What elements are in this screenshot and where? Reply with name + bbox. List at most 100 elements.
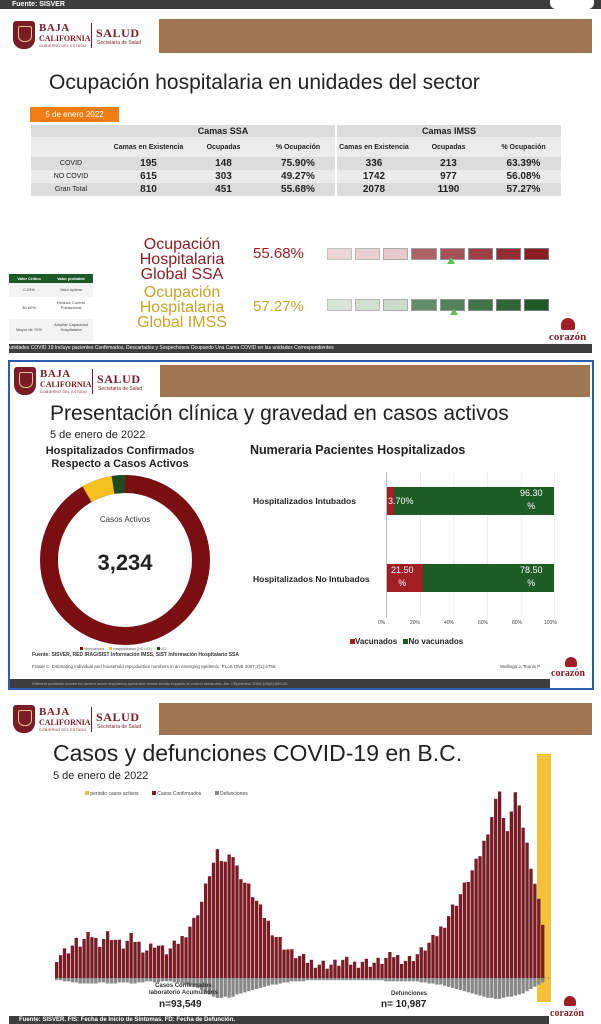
deaths-bar bbox=[176, 978, 180, 983]
deaths-bar bbox=[78, 978, 82, 984]
table-row: COVID 195 148 75.90% 336 213 63.39% bbox=[31, 157, 561, 170]
cases-bar bbox=[474, 858, 478, 978]
cases-bar bbox=[141, 952, 145, 978]
brand-california: CALIFORNIA bbox=[39, 34, 91, 43]
deaths-bar bbox=[513, 978, 517, 996]
cases-bar bbox=[294, 958, 298, 978]
deaths-bar bbox=[117, 978, 122, 983]
ssa-segment-bar bbox=[327, 248, 549, 264]
brand-gobierno: GOBIERNO DEL ESTADO bbox=[39, 44, 87, 48]
cases-bar bbox=[90, 937, 94, 978]
deaths-bar bbox=[454, 978, 459, 989]
brand-gobierno: GOBIERNO DEL ESTADO bbox=[40, 390, 88, 394]
cases-bar bbox=[270, 935, 274, 978]
bar-intubated-vaccinated bbox=[387, 487, 394, 515]
deaths-bar bbox=[450, 978, 455, 988]
cases-bar bbox=[117, 939, 122, 978]
imss-occupancy-label: Ocupación Hospitalaria Global IMSS bbox=[124, 285, 240, 331]
cases-bar bbox=[251, 897, 255, 978]
donut-legend: Ambulatorios Hospitalizados (NO UCI) UCI bbox=[80, 647, 167, 651]
table-cell: 63.39% bbox=[506, 158, 541, 169]
deaths-bar bbox=[388, 978, 392, 982]
deaths-bar bbox=[333, 978, 337, 981]
cases-bar bbox=[301, 953, 306, 978]
deaths-bar bbox=[223, 978, 227, 997]
bar-value-line: 21.50 bbox=[391, 565, 414, 575]
deaths-bar bbox=[184, 978, 188, 985]
brand-california: CALIFORNIA bbox=[40, 380, 92, 389]
brand-secretaria: Secretaría de Salud bbox=[97, 724, 142, 730]
baja-california-shield-icon bbox=[13, 21, 35, 49]
bar-value-line: % bbox=[398, 578, 407, 588]
cases-bar bbox=[403, 960, 408, 978]
deaths-bar bbox=[219, 978, 223, 998]
deaths-bar bbox=[529, 978, 533, 989]
occupancy-segment bbox=[411, 248, 437, 260]
cases-bar bbox=[388, 952, 392, 978]
deaths-bar bbox=[301, 978, 306, 982]
cases-bar bbox=[360, 961, 365, 978]
cases-bar bbox=[227, 854, 231, 978]
donut-title-line: Respecto a Casos Activos bbox=[51, 458, 189, 470]
deaths-bar bbox=[313, 978, 318, 981]
occupancy-segment bbox=[523, 248, 549, 260]
cases-bar bbox=[509, 811, 514, 978]
deaths-bar bbox=[427, 978, 431, 984]
cases-bar bbox=[231, 857, 235, 978]
cases-bar bbox=[372, 962, 376, 978]
deaths-bar bbox=[396, 978, 400, 982]
cases-bar bbox=[384, 957, 388, 978]
cases-bar bbox=[497, 791, 502, 978]
deaths-bar bbox=[266, 978, 270, 986]
cases-bar bbox=[407, 955, 412, 978]
active-period-band bbox=[537, 754, 551, 1002]
deaths-bar bbox=[466, 978, 470, 993]
cases-bar bbox=[490, 817, 494, 978]
table-cell: 55.68% bbox=[281, 184, 315, 195]
cases-bar bbox=[501, 818, 506, 978]
brand-salud: SALUD bbox=[97, 372, 141, 386]
deaths-bar bbox=[211, 978, 216, 997]
cases-bar bbox=[113, 939, 118, 978]
table-cell: 451 bbox=[215, 184, 232, 195]
slide2-date: 5 de enero de 2022 bbox=[50, 429, 146, 441]
table-cell: 615 bbox=[140, 171, 157, 182]
deaths-bar bbox=[153, 978, 157, 983]
deaths-bar bbox=[109, 978, 114, 984]
slide-cases-deaths: BAJA CALIFORNIA GOBIERNO DEL ESTADO SALU… bbox=[9, 700, 592, 1024]
deaths-bar bbox=[505, 978, 510, 997]
deaths-bar bbox=[196, 978, 200, 988]
cases-bar bbox=[247, 883, 251, 978]
slide2-citation-right: Wallinga J, Teunis P. bbox=[500, 664, 541, 669]
baja-california-shield-icon bbox=[13, 705, 35, 733]
col-header: Camas en Existencia bbox=[111, 137, 186, 157]
header-tan-band bbox=[160, 365, 590, 397]
deaths-bar bbox=[192, 978, 196, 987]
cases-bar bbox=[180, 936, 184, 978]
brand-salud: SALUD bbox=[96, 710, 140, 724]
legend-cell: Valor óptimo bbox=[59, 287, 83, 292]
cases-bar bbox=[517, 805, 521, 978]
deaths-bar bbox=[403, 978, 408, 982]
occupancy-segment bbox=[467, 248, 493, 260]
deaths-bar bbox=[458, 978, 463, 991]
cases-bar bbox=[349, 964, 353, 978]
deaths-bar bbox=[431, 978, 435, 984]
cases-bar bbox=[98, 946, 102, 978]
deaths-bar bbox=[125, 978, 129, 983]
legend-active: periodo casos activos bbox=[90, 791, 139, 797]
deaths-bar bbox=[200, 978, 204, 991]
cases-bar bbox=[102, 939, 106, 978]
cases-bar bbox=[235, 865, 239, 978]
cases-bar bbox=[466, 881, 470, 978]
deaths-bar bbox=[329, 978, 333, 981]
bar-not-intubated-vac-text: 21.50 % bbox=[391, 564, 414, 590]
cases-bar bbox=[392, 957, 396, 978]
cases-bar bbox=[278, 936, 282, 978]
deaths-bar bbox=[121, 978, 125, 983]
cases-bar bbox=[356, 967, 361, 978]
top-source-text: Fuente: SISVER bbox=[12, 1, 65, 8]
deaths-bar bbox=[337, 978, 341, 981]
occupancy-segment bbox=[523, 299, 549, 311]
cases-bar bbox=[341, 959, 345, 978]
